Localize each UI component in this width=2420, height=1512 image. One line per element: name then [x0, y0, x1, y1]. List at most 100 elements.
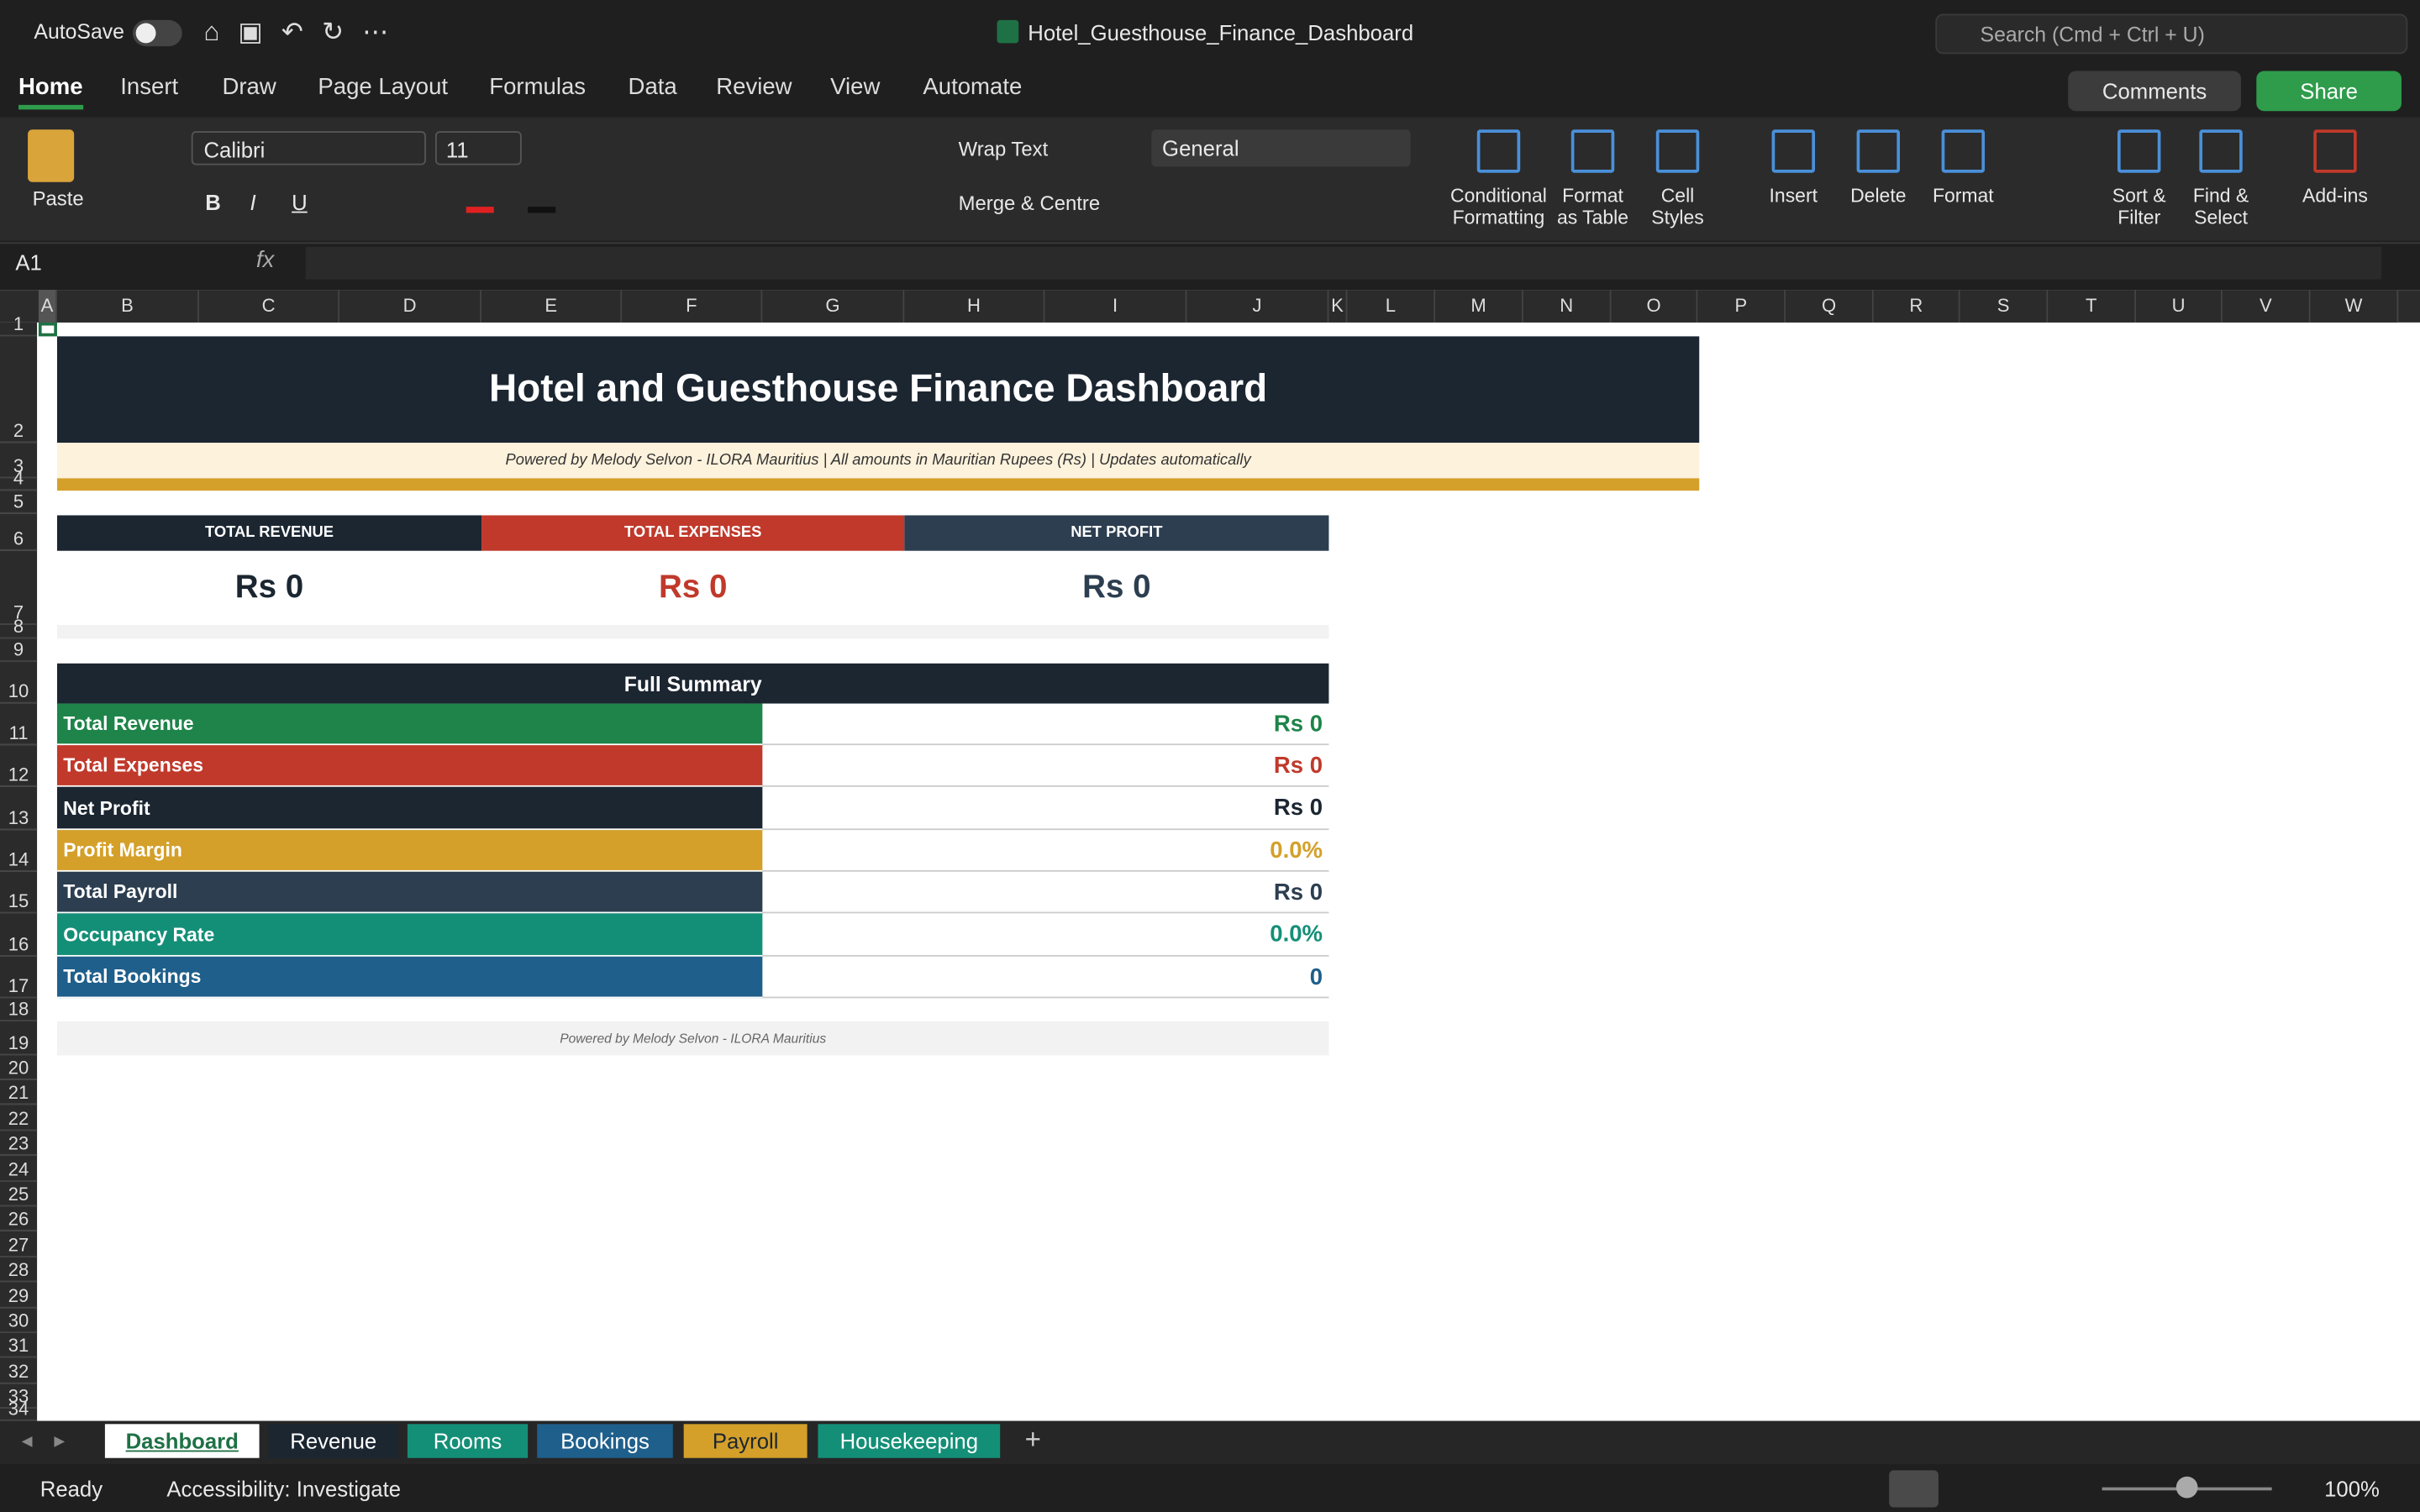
row-header[interactable]: 14 — [0, 830, 38, 872]
sheet-tab[interactable]: Payroll — [683, 1424, 808, 1458]
paste-icon[interactable] — [28, 129, 75, 182]
ribbon-tab[interactable]: View — [830, 74, 881, 101]
row-header[interactable]: 27 — [0, 1231, 38, 1257]
column-header[interactable]: Q — [1786, 290, 1874, 323]
quick-access-icons[interactable]: ⌂▣↶↻⋯ — [203, 17, 408, 47]
column-header[interactable]: P — [1697, 290, 1786, 323]
row-header[interactable]: 3 — [0, 443, 38, 479]
bold-button[interactable]: B — [205, 189, 221, 215]
row-header[interactable]: 8 — [0, 616, 38, 639]
row-header[interactable]: 23 — [0, 1130, 38, 1157]
tab-scroll-arrows[interactable]: ◂▸ — [21, 1426, 87, 1452]
file-name[interactable]: Hotel_Guesthouse_Finance_Dashboard — [1028, 19, 1414, 45]
ribbon-tab[interactable]: Formulas — [489, 74, 587, 101]
ribbon-button-label[interactable]: Format — [1932, 185, 1994, 207]
ribbon-button-icon[interactable] — [1771, 129, 1816, 173]
number-format[interactable]: General — [1151, 129, 1411, 167]
ribbon-tab[interactable]: Draw — [222, 74, 276, 101]
column-header[interactable]: D — [339, 290, 482, 323]
column-header[interactable]: O — [1611, 290, 1698, 323]
ribbon-button-label[interactable]: Cell Styles — [1651, 185, 1704, 228]
formula-input[interactable] — [305, 246, 2382, 280]
row-header[interactable]: 34 — [0, 1398, 38, 1421]
wrap-text[interactable]: Wrap Text — [958, 137, 1049, 161]
ribbon-button-label[interactable]: Find & Select — [2192, 185, 2249, 228]
ribbon-tab[interactable]: Review — [716, 74, 792, 101]
search-box[interactable]: Search (Cmd + Ctrl + U) — [1935, 13, 2408, 55]
comments-button[interactable]: Comments — [2068, 71, 2241, 112]
row-header[interactable]: 21 — [0, 1079, 38, 1105]
row-header[interactable]: 7 — [0, 550, 38, 625]
autosave-toggle[interactable] — [132, 19, 182, 47]
row-header[interactable]: 33 — [0, 1383, 38, 1410]
sheet-tab[interactable]: Housekeeping — [818, 1424, 1001, 1458]
column-header[interactable]: T — [2048, 290, 2137, 323]
accessibility-status[interactable]: Accessibility: Investigate — [166, 1476, 402, 1502]
row-header[interactable]: 15 — [0, 871, 38, 914]
name-box[interactable]: A1 — [15, 249, 42, 275]
ribbon-button-label[interactable]: Format as Table — [1556, 185, 1629, 228]
column-header[interactable]: W — [2310, 290, 2399, 323]
row-header[interactable]: 2 — [0, 336, 38, 444]
column-header[interactable]: C — [198, 290, 340, 323]
ribbon-tab[interactable]: Data — [628, 74, 677, 101]
sheet-tab[interactable]: Bookings — [537, 1424, 673, 1458]
ribbon-button-icon[interactable] — [2199, 129, 2243, 173]
ribbon-tab[interactable]: Automate — [923, 74, 1023, 101]
column-header[interactable]: K — [1328, 290, 1348, 323]
ribbon-tab[interactable]: Page Layout — [318, 74, 449, 101]
row-header[interactable]: 28 — [0, 1257, 38, 1283]
row-header[interactable]: 24 — [0, 1156, 38, 1182]
row-header[interactable]: 16 — [0, 913, 38, 957]
font-color-bar[interactable] — [528, 207, 556, 213]
column-header[interactable]: H — [904, 290, 1045, 323]
column-header[interactable]: N — [1523, 290, 1612, 323]
row-header[interactable]: 22 — [0, 1105, 38, 1131]
ribbon-button-icon[interactable] — [1856, 129, 1901, 173]
sheet-tab[interactable]: Revenue — [268, 1424, 398, 1458]
row-header[interactable]: 18 — [0, 998, 38, 1021]
row-header[interactable]: 1 — [0, 313, 38, 337]
sheet-tab[interactable]: Rooms — [407, 1424, 529, 1458]
row-header[interactable]: 6 — [0, 513, 38, 551]
column-header[interactable]: G — [762, 290, 905, 323]
column-header[interactable]: S — [1960, 290, 2049, 323]
ribbon-button-label[interactable]: Add-ins — [2302, 185, 2368, 207]
ribbon-button-icon[interactable] — [1570, 129, 1615, 173]
column-header[interactable]: M — [1435, 290, 1523, 323]
sheet-tab[interactable]: Dashboard — [104, 1424, 260, 1458]
font-name[interactable]: Calibri — [191, 131, 426, 165]
row-header[interactable]: 17 — [0, 956, 38, 999]
merge-centre[interactable]: Merge & Centre — [958, 191, 1101, 215]
fill-color-bar[interactable] — [466, 207, 494, 213]
column-header[interactable]: E — [481, 290, 623, 323]
row-header[interactable]: 20 — [0, 1055, 38, 1080]
underline-button[interactable]: U — [292, 189, 308, 215]
ribbon-button-label[interactable]: Sort & Filter — [2112, 185, 2166, 228]
ribbon-tab[interactable]: Insert — [120, 74, 179, 101]
paste-label[interactable]: Paste — [32, 186, 84, 210]
column-header[interactable]: A — [38, 290, 57, 323]
italic-button[interactable]: I — [250, 189, 256, 215]
ribbon-tab[interactable]: Home — [18, 74, 83, 110]
column-header[interactable]: I — [1044, 290, 1187, 323]
row-header[interactable]: 11 — [0, 703, 38, 746]
row-header[interactable]: 12 — [0, 745, 38, 787]
row-header[interactable]: 9 — [0, 638, 38, 662]
ribbon-button-icon[interactable] — [1941, 129, 1986, 173]
share-button[interactable]: Share — [2256, 71, 2402, 112]
column-header[interactable]: U — [2136, 290, 2223, 323]
row-header[interactable]: 30 — [0, 1307, 38, 1333]
ribbon-button-label[interactable]: Conditional Formatting — [1450, 185, 1547, 228]
zoom-thumb[interactable] — [2175, 1476, 2198, 1499]
row-header[interactable]: 31 — [0, 1332, 38, 1359]
column-header[interactable]: L — [1347, 290, 1436, 323]
row-header[interactable]: 10 — [0, 661, 38, 704]
column-header[interactable]: F — [622, 290, 763, 323]
column-header[interactable]: B — [56, 290, 199, 323]
ribbon-button-icon[interactable] — [1655, 129, 1700, 173]
row-header[interactable]: 5 — [0, 491, 38, 514]
ribbon-button-icon[interactable] — [2118, 129, 2161, 173]
column-header[interactable]: V — [2222, 290, 2311, 323]
ribbon-button-label[interactable]: Delete — [1850, 185, 1907, 207]
